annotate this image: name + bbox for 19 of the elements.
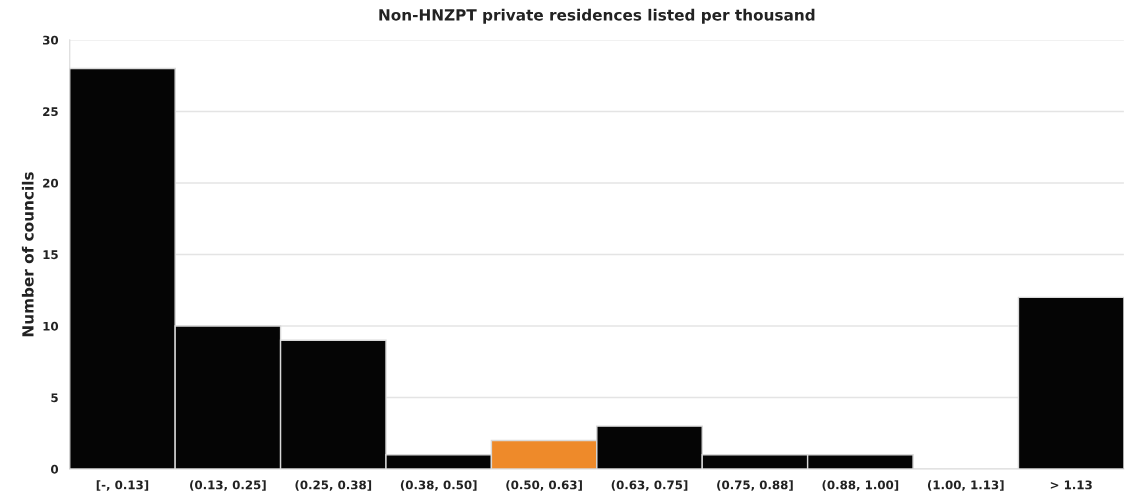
- x-tick-label: > 1.13: [1050, 480, 1092, 490]
- x-tick-label: [-, 0.13]: [96, 480, 149, 491]
- y-axis-title: Number of councils: [21, 172, 34, 337]
- y-tick-label: 20: [43, 178, 59, 188]
- x-tick-label: (1.00, 1.13]: [927, 480, 1004, 491]
- x-tick-label: (0.50, 0.63]: [506, 480, 582, 491]
- chart-title: Non-HNZPT private residences listed per thousand: [379, 8, 815, 24]
- x-tick-label: (0.25, 0.38]: [295, 480, 372, 491]
- x-tick-label: (0.88, 1.00]: [822, 480, 899, 491]
- x-tick-label: (0.75, 0.88]: [717, 480, 793, 491]
- y-tick-label: 5: [51, 393, 58, 403]
- x-tick-label: (0.38, 0.50]: [400, 480, 477, 491]
- y-tick-label: 25: [43, 107, 58, 117]
- y-tick-label: 10: [43, 321, 59, 331]
- y-tick-label: 15: [43, 250, 58, 260]
- y-tick-label: 0: [50, 464, 59, 474]
- x-tick-label: (0.13, 0.25]: [190, 480, 266, 491]
- x-tick-label: (0.63, 0.75]: [611, 480, 688, 491]
- y-tick-label: 30: [43, 35, 59, 45]
